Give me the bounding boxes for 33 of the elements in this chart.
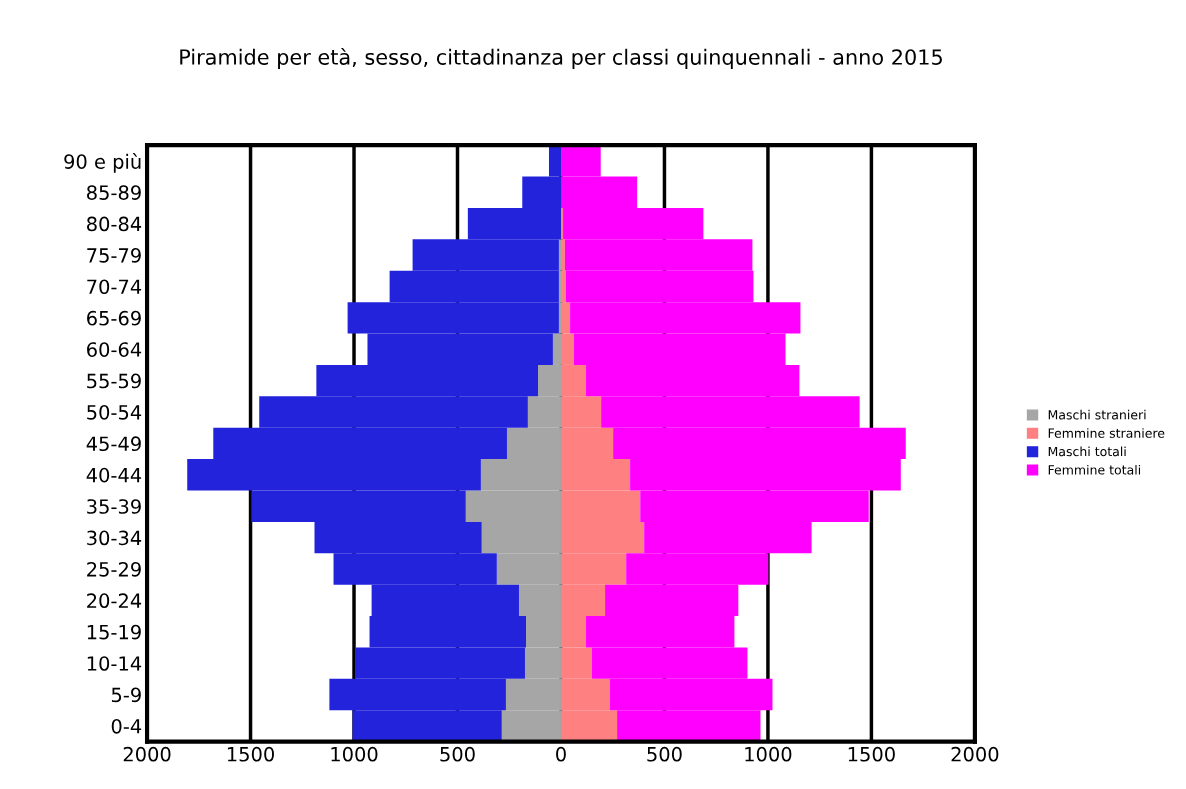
chart-title: Piramide per età, sesso, cittadinanza per classi quinquennali - anno 2015 — [180, 47, 942, 69]
y-tick-label: 55-59 — [87, 373, 141, 389]
y-tick-label: 20-24 — [87, 593, 142, 609]
x-tick-label: 1500 — [848, 746, 895, 762]
x-tick-label: 2000 — [951, 746, 999, 762]
x-tick-label: 1500 — [227, 746, 274, 762]
legend-label: Femmine straniere — [1048, 428, 1165, 438]
y-tick-label: 15-19 — [87, 624, 141, 640]
x-tick-label: 1000 — [331, 746, 378, 762]
y-tick-label: 85-89 — [87, 185, 141, 200]
y-tick-label: 90 e più — [64, 153, 141, 173]
y-tick-label: 35-39 — [87, 499, 141, 514]
y-tick-label: 0-4 — [111, 718, 142, 734]
x-tick-label: 1000 — [745, 746, 792, 762]
y-tick-label: 25-29 — [87, 561, 141, 577]
x-tick-label: 500 — [440, 746, 475, 762]
legend-label: Maschi stranieri — [1048, 409, 1146, 420]
y-tick-label: 80-84 — [87, 216, 142, 232]
y-tick-label: 75-79 — [87, 248, 141, 263]
x-tick-label: 0 — [556, 746, 566, 762]
x-tick-label: 2000 — [123, 746, 171, 762]
legend-label: Femmine totali — [1048, 464, 1141, 475]
y-tick-label: 30-34 — [87, 530, 142, 546]
y-tick-label: 50-54 — [87, 404, 142, 420]
y-tick-label: 65-69 — [87, 310, 141, 326]
y-tick-label: 5-9 — [111, 687, 141, 703]
y-tick-label: 70-74 — [87, 279, 142, 295]
legend-label: Maschi totali — [1048, 446, 1126, 457]
y-tick-label: 45-49 — [86, 436, 141, 452]
x-tick-label: 500 — [647, 746, 682, 762]
y-tick-label: 60-64 — [87, 342, 142, 357]
y-tick-label: 40-44 — [86, 467, 142, 483]
y-tick-label: 10-14 — [87, 656, 142, 671]
